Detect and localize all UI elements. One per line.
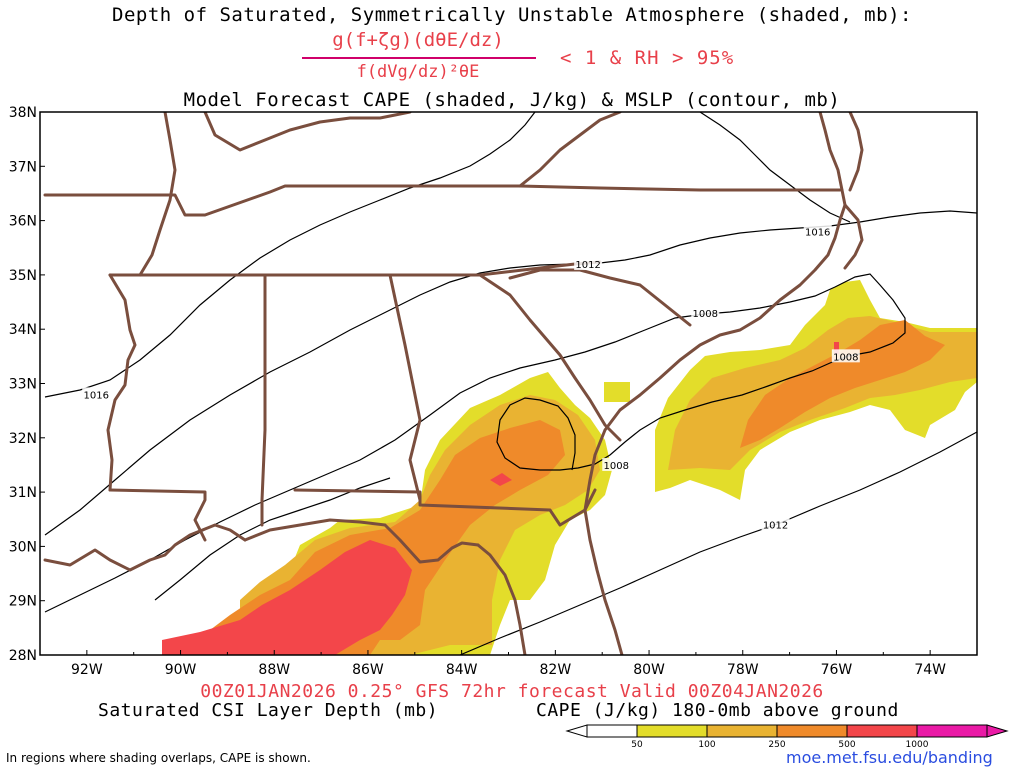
colorbar-cell — [706, 724, 778, 738]
x-tick-label: 74W — [914, 662, 946, 678]
coast-atlantic-ga-sc — [583, 188, 847, 512]
coast-louisiana — [43, 523, 247, 572]
mslp-labels: 1016 1012 1016 1008 1008 1008 1012 — [82, 224, 860, 532]
mslp-label: 1016 — [805, 227, 830, 238]
y-tick-label: 31N — [9, 485, 37, 501]
x-tick-label: 86W — [352, 662, 384, 678]
coast-gulf-panhandle — [243, 518, 480, 564]
x-tick-label: 76W — [821, 662, 853, 678]
mslp-contour-1016-north — [699, 112, 851, 223]
formula-denominator: f(dVg/dz)²θE — [356, 62, 480, 82]
cape-region-offshore-250 — [740, 320, 945, 448]
formula-fraction-bar — [302, 57, 536, 59]
border-ga-sc — [478, 273, 622, 442]
border-ms-la — [108, 488, 207, 542]
mslp-label: 1012 — [763, 521, 788, 532]
mslp-label: 1008 — [693, 309, 718, 320]
chart-subtitle: Model Forecast CAPE (shaded, J/kg) & MSL… — [183, 89, 841, 111]
csi-legend-label: Saturated CSI Layer Depth (mb) — [98, 700, 439, 721]
formula-numerator: g(f+ζg)(dθE/dz) — [332, 29, 504, 51]
x-tick-label: 78W — [727, 662, 759, 678]
coast-chesapeake — [818, 112, 844, 192]
colorbar-under — [586, 724, 638, 738]
colorbar-cell — [636, 724, 708, 738]
y-tick-label: 32N — [9, 431, 37, 447]
mslp-contour-1012-south — [459, 431, 977, 655]
cape-region-tiny-500 — [834, 342, 839, 354]
border-ky-va-north — [43, 184, 842, 217]
colorbar-label: 50 — [631, 740, 643, 750]
y-tick-label: 33N — [9, 377, 37, 393]
x-tick-label: 80W — [633, 662, 665, 678]
y-tick-label: 34N — [9, 322, 37, 338]
colorbar-label: 500 — [838, 740, 855, 750]
colorbar-cell — [776, 724, 848, 738]
chart-title: Depth of Saturated, Symmetrically Unstab… — [112, 4, 912, 26]
cape-region-small-500 — [490, 473, 512, 486]
cape-region-gulf-500 — [162, 540, 412, 655]
mslp-label-bg — [691, 305, 720, 319]
mslp-label-bg — [831, 349, 860, 363]
run-info: 00Z01JAN2026 0.25° GFS 72hr forecast Val… — [200, 681, 824, 702]
y-tick-label: 35N — [9, 268, 37, 284]
border-tn-nc-south — [108, 260, 602, 277]
mslp-label-bg — [803, 224, 832, 238]
mslp-label-bg — [602, 457, 631, 471]
y-axis: 38N 37N 36N 35N 34N 33N 32N 31N 30N 29N 28N — [9, 105, 45, 664]
mslp-label: 1008 — [833, 352, 858, 363]
mslp-label-bg — [574, 257, 603, 271]
y-tick-label: 37N — [9, 159, 37, 175]
y-tick-label: 29N — [9, 594, 37, 610]
map-layers — [43, 112, 977, 655]
border-nc-sc — [508, 268, 692, 327]
cape-legend-label: CAPE (J/kg) 180-0mb above ground — [536, 700, 899, 721]
x-tick-label: 90W — [165, 662, 197, 678]
mslp-contour-1008-band — [44, 273, 906, 613]
source-link[interactable]: moe.met.fsu.edu/banding — [786, 748, 993, 767]
border-mississippi-river — [106, 273, 137, 492]
mslp-label-bg — [761, 517, 790, 531]
colorbar-label: 250 — [768, 740, 785, 750]
border-ky-north-river — [203, 112, 412, 152]
x-axis: 92W 90W 88W 86W 84W 82W 80W 78W 76W 74W — [71, 650, 978, 678]
mslp-label-bg — [82, 387, 111, 401]
colorbar-cell — [916, 724, 988, 738]
border-wv-va — [518, 112, 622, 188]
formula-condition: < 1 & RH > 95% — [560, 47, 735, 69]
map-plot-area: 1016 1012 1016 1008 1008 1008 1012 92W 90W 88W 86… — [9, 105, 978, 678]
colorbar-label: 100 — [698, 740, 715, 750]
cape-region-small-50 — [604, 382, 630, 402]
y-tick-label: 36N — [9, 214, 37, 230]
colorbar-label: 1000 — [906, 740, 929, 750]
y-tick-label: 30N — [9, 539, 37, 555]
colorbar-lower-arrow — [565, 724, 588, 738]
border-ms-al — [260, 273, 267, 527]
x-tick-label: 92W — [71, 662, 103, 678]
x-tick-label: 88W — [258, 662, 290, 678]
coast-delmarva — [848, 112, 864, 192]
colorbar: 50 100 250 500 1000 — [565, 724, 1009, 750]
state-borders — [43, 112, 864, 655]
coast-outer-banks — [843, 203, 864, 270]
border-al-ga — [388, 273, 422, 502]
mslp-label: 1016 — [83, 390, 108, 401]
mslp-label: 1008 — [604, 461, 629, 472]
cape-shading — [162, 280, 977, 655]
x-tick-label: 84W — [446, 662, 478, 678]
overlap-note: In regions where shading overlaps, CAPE … — [6, 751, 311, 765]
coast-florida-west — [476, 543, 527, 655]
y-tick-label: 38N — [9, 105, 37, 121]
mslp-label: 1012 — [575, 260, 600, 271]
colorbar-upper-arrow — [986, 724, 1009, 738]
y-tick-label: 28N — [9, 648, 37, 664]
border-mississippi-river-north — [138, 112, 177, 277]
mslp-contour-1016-west — [44, 112, 536, 398]
x-tick-label: 82W — [540, 662, 572, 678]
colorbar-cell — [846, 724, 918, 738]
coast-florida-east — [583, 508, 624, 655]
